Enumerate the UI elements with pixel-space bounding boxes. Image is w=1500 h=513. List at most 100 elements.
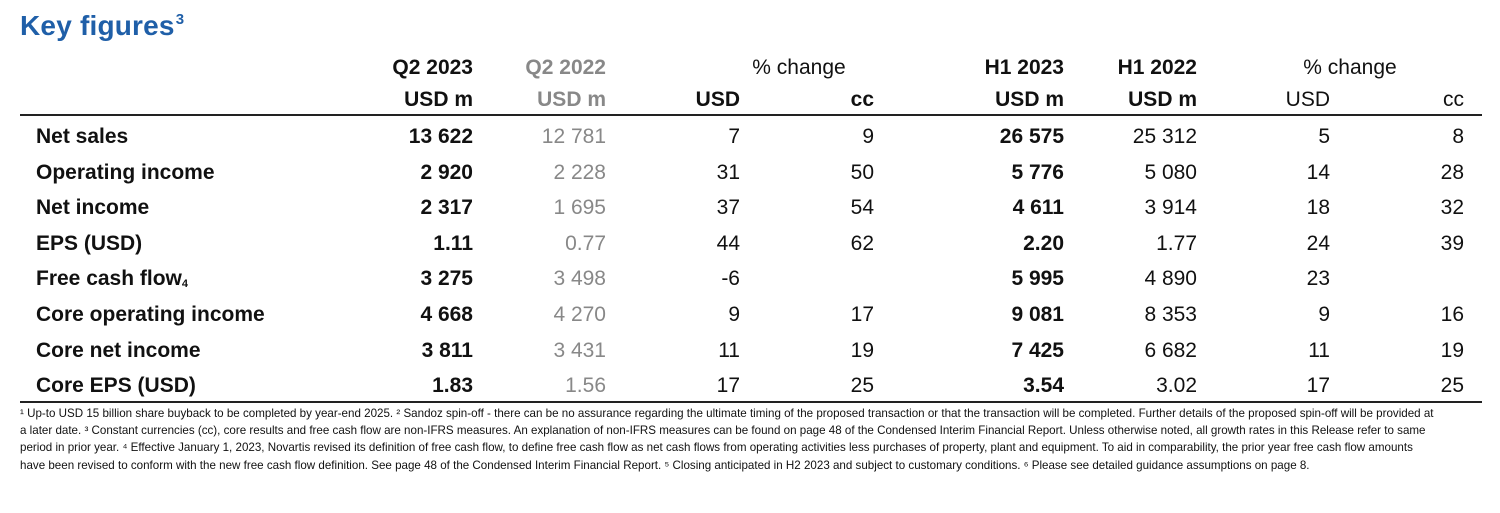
table-row: EPS (USD) 1.11 0.77 44 62 2.20 1.77 24 39: [20, 226, 1482, 262]
table-top-rule: [20, 114, 1482, 116]
row-label: Core net income: [36, 333, 201, 369]
cell-cc2: 8: [1452, 125, 1464, 148]
cell-cc2: 19: [1440, 338, 1464, 362]
header-pct-change-half: % change: [1303, 56, 1397, 79]
cell-q2023: 1.11: [433, 231, 473, 255]
cell-usd2: 11: [1308, 338, 1330, 362]
unit-h2022: USD m: [1128, 88, 1197, 111]
row-label: Operating income: [36, 155, 215, 191]
cell-q2022: 3 431: [553, 338, 606, 362]
unit-usd-quarter: USD: [695, 88, 740, 111]
row-label-text: Core EPS (USD): [36, 374, 196, 398]
cell-q2022: 2 228: [553, 160, 606, 184]
row-footnote-ref: 4: [181, 278, 189, 291]
unit-usd-half: USD: [1285, 88, 1330, 111]
header-h2023: H1 2023: [984, 56, 1064, 79]
cell-usd1: 44: [716, 231, 740, 255]
cell-h2023: 5 995: [1011, 267, 1064, 291]
unit-cc-half: cc: [1443, 88, 1464, 111]
cell-h2023: 26 575: [999, 125, 1064, 148]
cell-h2022: 4 890: [1144, 267, 1197, 291]
cell-h2023: 3.54: [1023, 374, 1064, 398]
row-label-text: Core operating income: [36, 302, 265, 326]
cell-usd2: 23: [1306, 267, 1330, 291]
table-row: Free cash flow4 3 275 3 498 -6 5 995 4 890 23: [20, 261, 1482, 297]
title-text: Key figures: [20, 10, 175, 41]
table-row: Core net income 3 811 3 431 11 19 7 425 6 682 1…: [20, 333, 1482, 369]
cell-q2022: 0.77: [565, 231, 606, 255]
table-bottom-rule: [20, 401, 1482, 403]
row-label-text: Net income: [36, 196, 150, 220]
unit-q2023: USD m: [404, 88, 473, 111]
cell-h2023: 2.20: [1023, 231, 1064, 255]
footnotes: ¹ Up-to USD 15 billion share buyback to …: [20, 407, 1434, 472]
cell-cc1: 25: [850, 374, 874, 398]
cell-usd2: 24: [1306, 231, 1330, 255]
cell-cc2: 25: [1440, 374, 1464, 398]
row-label: Core operating income: [36, 297, 265, 333]
cell-h2022: 5 080: [1144, 160, 1197, 184]
cell-q2022: 12 781: [541, 125, 606, 148]
key-figures-table: Q2 2023 Q2 2022 % change H1 2023 H1 2022…: [20, 52, 1482, 403]
row-label-text: Operating income: [36, 160, 215, 184]
row-label-text: EPS (USD): [36, 231, 143, 255]
unit-h2023: USD m: [995, 88, 1064, 111]
cell-cc1: 54: [850, 196, 874, 220]
row-label-text: Free cash flow: [36, 267, 182, 291]
cell-q2023: 13 622: [408, 125, 473, 148]
cell-h2022: 3.02: [1156, 374, 1197, 398]
cell-cc2: 39: [1440, 231, 1464, 255]
cell-q2023: 3 275: [420, 267, 473, 291]
cell-usd1: 31: [716, 160, 740, 184]
cell-q2022: 1 695: [553, 196, 606, 220]
unit-cc-quarter: cc: [850, 88, 874, 111]
header-row-units: USD m USD m USD cc USD m USD m USD cc: [20, 84, 1482, 116]
table-row: Core operating income 4 668 4 270 9 17 9 081 8…: [20, 297, 1482, 333]
table-row: Net sales 13 622 12 781 7 9 26 575 25 312 5 8: [20, 119, 1482, 155]
cell-h2022: 8 353: [1144, 302, 1197, 326]
table-body: Net sales 13 622 12 781 7 9 26 575 25 31 2 5 8 Ope…: [20, 119, 1482, 404]
row-label: Net income: [36, 190, 149, 226]
cell-h2022: 1.77: [1156, 231, 1197, 255]
title-footnote-ref: 3: [175, 11, 185, 28]
cell-q2023: 2 920: [420, 160, 473, 184]
page-title: Key figures3: [20, 10, 184, 42]
unit-q2022: USD m: [537, 88, 606, 111]
cell-q2023: 2 317: [420, 196, 473, 220]
cell-usd1: 7: [728, 125, 740, 148]
row-label: Net sales: [36, 119, 128, 155]
cell-usd2: 9: [1318, 302, 1330, 326]
cell-usd1: 9: [728, 302, 740, 326]
cell-cc1: 19: [850, 338, 874, 362]
row-label-text: Net sales: [36, 125, 129, 148]
cell-usd2: 14: [1306, 160, 1330, 184]
header-pct-change-quarter: % change: [752, 56, 846, 79]
cell-usd1: 17: [716, 374, 740, 398]
cell-h2023: 4 611: [1012, 196, 1064, 220]
header-q2023: Q2 2023: [392, 56, 473, 79]
cell-usd2: 17: [1306, 374, 1330, 398]
cell-usd2: 18: [1306, 196, 1330, 220]
cell-h2023: 5 776: [1011, 160, 1064, 184]
cell-cc2: 28: [1440, 160, 1464, 184]
cell-cc2: 32: [1440, 196, 1464, 220]
header-h2022: H1 2022: [1117, 56, 1197, 79]
cell-q2022: 4 270: [553, 302, 606, 326]
cell-usd1: 11: [718, 338, 740, 362]
header-row-periods: Q2 2023 Q2 2022 % change H1 2023 H1 2022…: [20, 52, 1482, 84]
table-row: Core EPS (USD) 1.83 1.56 17 25 3.54 3.02 17 25: [20, 368, 1482, 404]
row-label-text: Core net income: [36, 338, 201, 362]
cell-h2022: 6 682: [1144, 338, 1197, 362]
cell-cc2: 16: [1440, 302, 1464, 326]
cell-cc1: 9: [862, 125, 874, 148]
cell-q2023: 1.83: [432, 374, 473, 398]
cell-usd1: -6: [721, 267, 740, 291]
cell-q2022: 3 498: [553, 267, 606, 291]
cell-usd1: 37: [716, 196, 740, 220]
cell-usd2: 5: [1318, 125, 1330, 148]
table-row: Operating income 2 920 2 228 31 50 5 776 5 080…: [20, 155, 1482, 191]
cell-h2023: 7 425: [1011, 338, 1064, 362]
header-q2022: Q2 2022: [525, 56, 606, 79]
cell-q2022: 1.56: [565, 374, 606, 398]
row-label: Free cash flow4: [36, 261, 188, 297]
